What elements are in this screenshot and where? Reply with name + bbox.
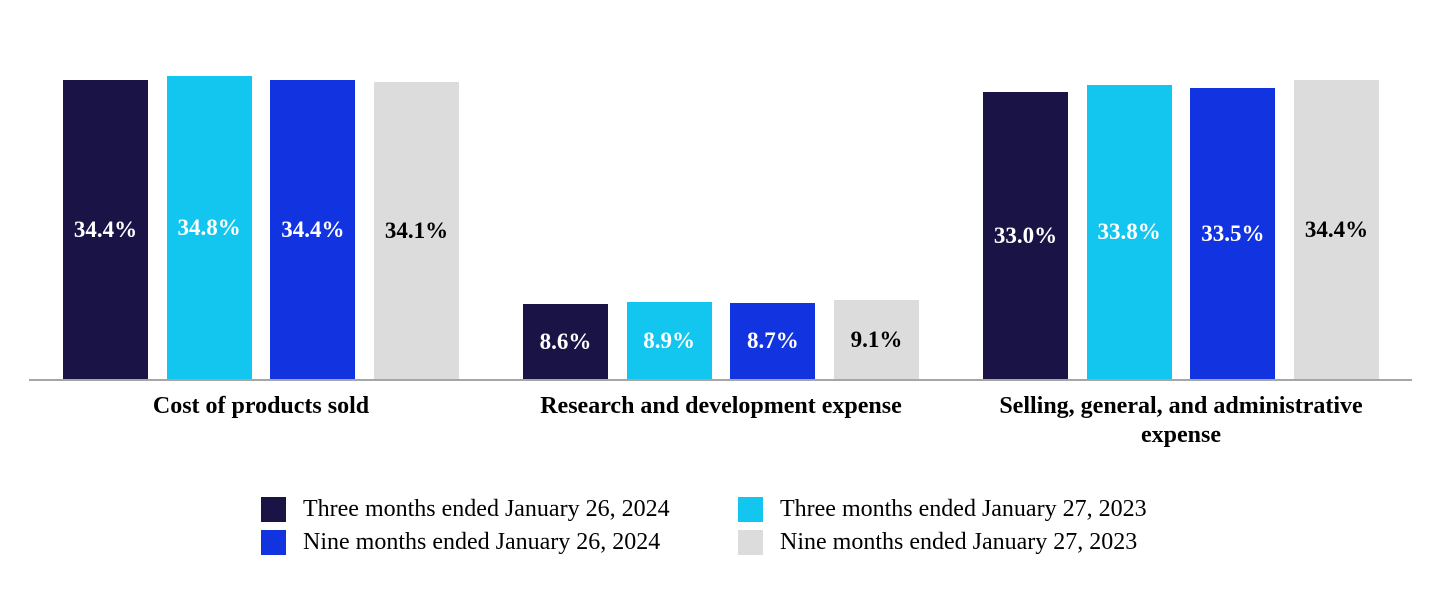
bar-value-label: 34.1%: [384, 217, 449, 243]
bar-nine-months-ended-january-26-2024: 34.4%: [270, 80, 356, 379]
bar-value-label: 34.4%: [73, 216, 138, 242]
bar-group-cost-of-products-sold: 34.4% 34.8% 34.4% 34.1%: [63, 0, 459, 379]
bar-three-months-ended-january-27-2023: 34.8%: [166, 76, 252, 379]
bar-value-label: 9.1%: [850, 326, 903, 352]
bar-group-research-and-development-expense: 8.6% 8.9% 8.7% 9.1%: [523, 0, 919, 379]
bar-nine-months-ended-january-27-2023: 9.1%: [833, 300, 919, 379]
plot-area: 34.4% 34.8% 34.4% 34.1% 8.6% 8.9% 8.7% 9.1% 33…: [29, 0, 1412, 381]
legend-label-three-months-2023: Three months ended January 27, 2023: [780, 496, 1147, 522]
bar-value-label: 34.4%: [281, 216, 345, 242]
category-label-research-and-development-expense: Research and development expense: [540, 393, 902, 419]
legend-item-nine-months-2023: Nine months ended January 27, 2023: [738, 528, 1147, 557]
bar-three-months-ended-january-26-2024: 8.6%: [523, 304, 608, 379]
bar-value-label: 8.6%: [539, 328, 592, 354]
bar-value-label: 8.7%: [746, 328, 799, 353]
legend-swatch-nine-months-2023: [738, 530, 763, 555]
category-label-cost-of-products-sold: Cost of products sold: [152, 393, 370, 419]
bar-nine-months-ended-january-27-2023: 34.1%: [373, 82, 459, 379]
bar-value-label: 8.9%: [643, 327, 696, 353]
legend-label-nine-months-2023: Nine months ended January 27, 2023: [780, 529, 1138, 555]
bar-value-label: 33.8%: [1097, 219, 1161, 244]
legend-label-nine-months-2024: Nine months ended January 26, 2024: [303, 529, 661, 555]
bar-value-label: 33.0%: [993, 222, 1058, 248]
bar-nine-months-ended-january-26-2024: 33.5%: [1190, 88, 1276, 379]
category-label-selling-general-administrative-expense: Selling, general, and administrative exp…: [999, 393, 1363, 448]
x-axis-line: [29, 379, 1412, 381]
legend-item-three-months-2024: Three months ended January 26, 2024: [261, 495, 738, 524]
bar-three-months-ended-january-26-2024: 34.4%: [63, 80, 148, 379]
bar-three-months-ended-january-27-2023: 33.8%: [1086, 85, 1172, 379]
bar-three-months-ended-january-27-2023: 8.9%: [626, 302, 712, 379]
legend-item-three-months-2023: Three months ended January 27, 2023: [738, 495, 1147, 524]
bar-group-selling-general-administrative-expense: 33.0% 33.8% 33.5% 34.4%: [983, 0, 1379, 379]
legend-item-nine-months-2024: Nine months ended January 26, 2024: [261, 528, 738, 557]
legend: Three months ended January 26, 2024 Thre…: [261, 495, 1147, 557]
bar-value-label: 33.5%: [1201, 220, 1265, 246]
bar-value-label: 34.8%: [177, 214, 241, 240]
legend-swatch-three-months-2023: [738, 497, 763, 522]
bar-three-months-ended-january-26-2024: 33.0%: [983, 92, 1068, 379]
legend-swatch-nine-months-2024: [261, 530, 286, 555]
bar-value-label: 34.4%: [1304, 216, 1369, 242]
legend-label-three-months-2024: Three months ended January 26, 2024: [303, 496, 670, 522]
bar-nine-months-ended-january-26-2024: 8.7%: [730, 303, 816, 379]
legend-swatch-three-months-2024: [261, 497, 286, 522]
bar-nine-months-ended-january-27-2023: 34.4%: [1293, 80, 1379, 379]
